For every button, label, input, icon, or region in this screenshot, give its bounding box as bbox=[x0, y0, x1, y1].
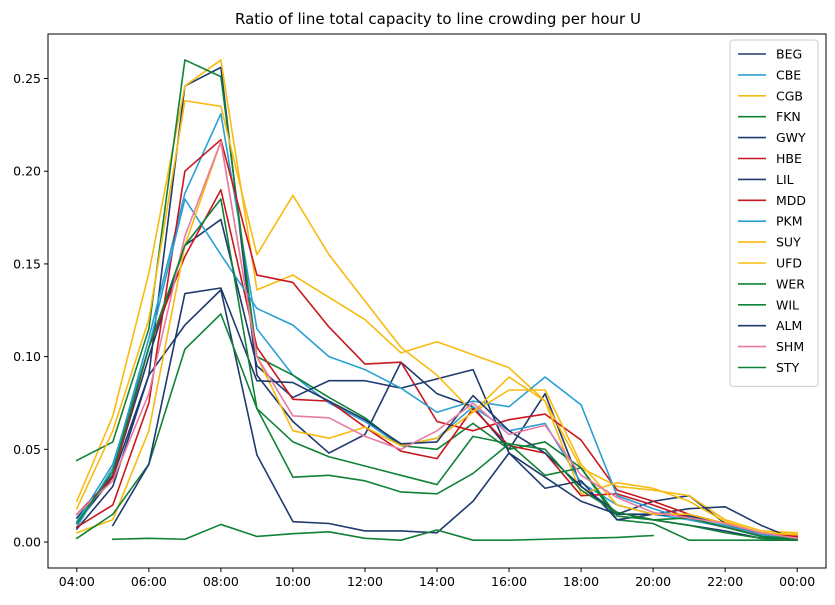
x-tick-label: 22:00 bbox=[707, 574, 743, 589]
x-tick-label: 18:00 bbox=[563, 574, 599, 589]
legend-label-shm: SHM bbox=[776, 339, 804, 354]
legend-label-sty: STY bbox=[776, 360, 800, 375]
legend-label-beg: BEG bbox=[776, 47, 802, 62]
y-tick-label: 0.10 bbox=[13, 349, 41, 364]
legend-label-wil: WIL bbox=[776, 297, 799, 312]
series-line-lil bbox=[75, 218, 799, 540]
x-tick-label: 10:00 bbox=[275, 574, 311, 589]
legend-label-pkm: PKM bbox=[776, 214, 803, 229]
x-tick-label: 14:00 bbox=[419, 574, 455, 589]
series-line-hbe bbox=[75, 138, 799, 538]
x-tick-label: 12:00 bbox=[347, 574, 383, 589]
series-line-wer bbox=[112, 523, 654, 541]
x-tick-label: 00:00 bbox=[779, 574, 815, 589]
legend-label-fkn: FKN bbox=[776, 109, 801, 124]
y-tick-label: 0.00 bbox=[13, 535, 41, 550]
legend-label-gwy: GWY bbox=[776, 130, 806, 145]
y-tick-label: 0.25 bbox=[13, 71, 41, 86]
series-line-ufd bbox=[75, 140, 799, 536]
series-line-pkm bbox=[75, 198, 799, 540]
series-line-cgb bbox=[75, 59, 799, 534]
x-tick-label: 08:00 bbox=[203, 574, 239, 589]
legend-label-lil: LIL bbox=[776, 172, 794, 187]
x-tick-label: 06:00 bbox=[131, 574, 167, 589]
series-line-shm bbox=[75, 140, 799, 540]
legend-label-hbe: HBE bbox=[776, 151, 802, 166]
legend-label-wer: WER bbox=[776, 276, 805, 291]
y-tick-label: 0.15 bbox=[13, 256, 41, 271]
plot-area bbox=[75, 59, 799, 542]
series-line-sty bbox=[75, 198, 799, 542]
axes: 04:00 06:00 08:00 10:00 12:00 14:00 16:00 18:00… bbox=[13, 33, 827, 589]
y-tick-label: 0.05 bbox=[13, 442, 41, 457]
series-line-alm bbox=[111, 287, 799, 542]
series-line-wil bbox=[75, 313, 799, 540]
legend-label-cgb: CGB bbox=[776, 88, 803, 103]
series-line-suy bbox=[75, 99, 799, 536]
x-tick-label: 16:00 bbox=[491, 574, 527, 589]
y-tick-label: 0.20 bbox=[13, 164, 41, 179]
series-line-gwy bbox=[75, 289, 799, 542]
legend-label-suy: SUY bbox=[776, 235, 801, 250]
x-tick-label: 04:00 bbox=[59, 574, 95, 589]
legend-label-alm: ALM bbox=[776, 318, 802, 333]
legend-label-ufd: UFD bbox=[776, 256, 802, 271]
x-tick-label: 20:00 bbox=[635, 574, 671, 589]
legend-label-mdd: MDD bbox=[776, 193, 806, 208]
legend-label-cbe: CBE bbox=[776, 67, 801, 82]
series-line-beg bbox=[75, 66, 799, 542]
series-line-fkn bbox=[75, 59, 798, 541]
legend: BEG CBE CGB FKN GWY HBE LIL MDD PKM SUY UFD WER WIL A… bbox=[729, 39, 819, 387]
chart-title: Ratio of line total capacity to line cro… bbox=[235, 10, 641, 28]
legend-box bbox=[729, 39, 819, 387]
